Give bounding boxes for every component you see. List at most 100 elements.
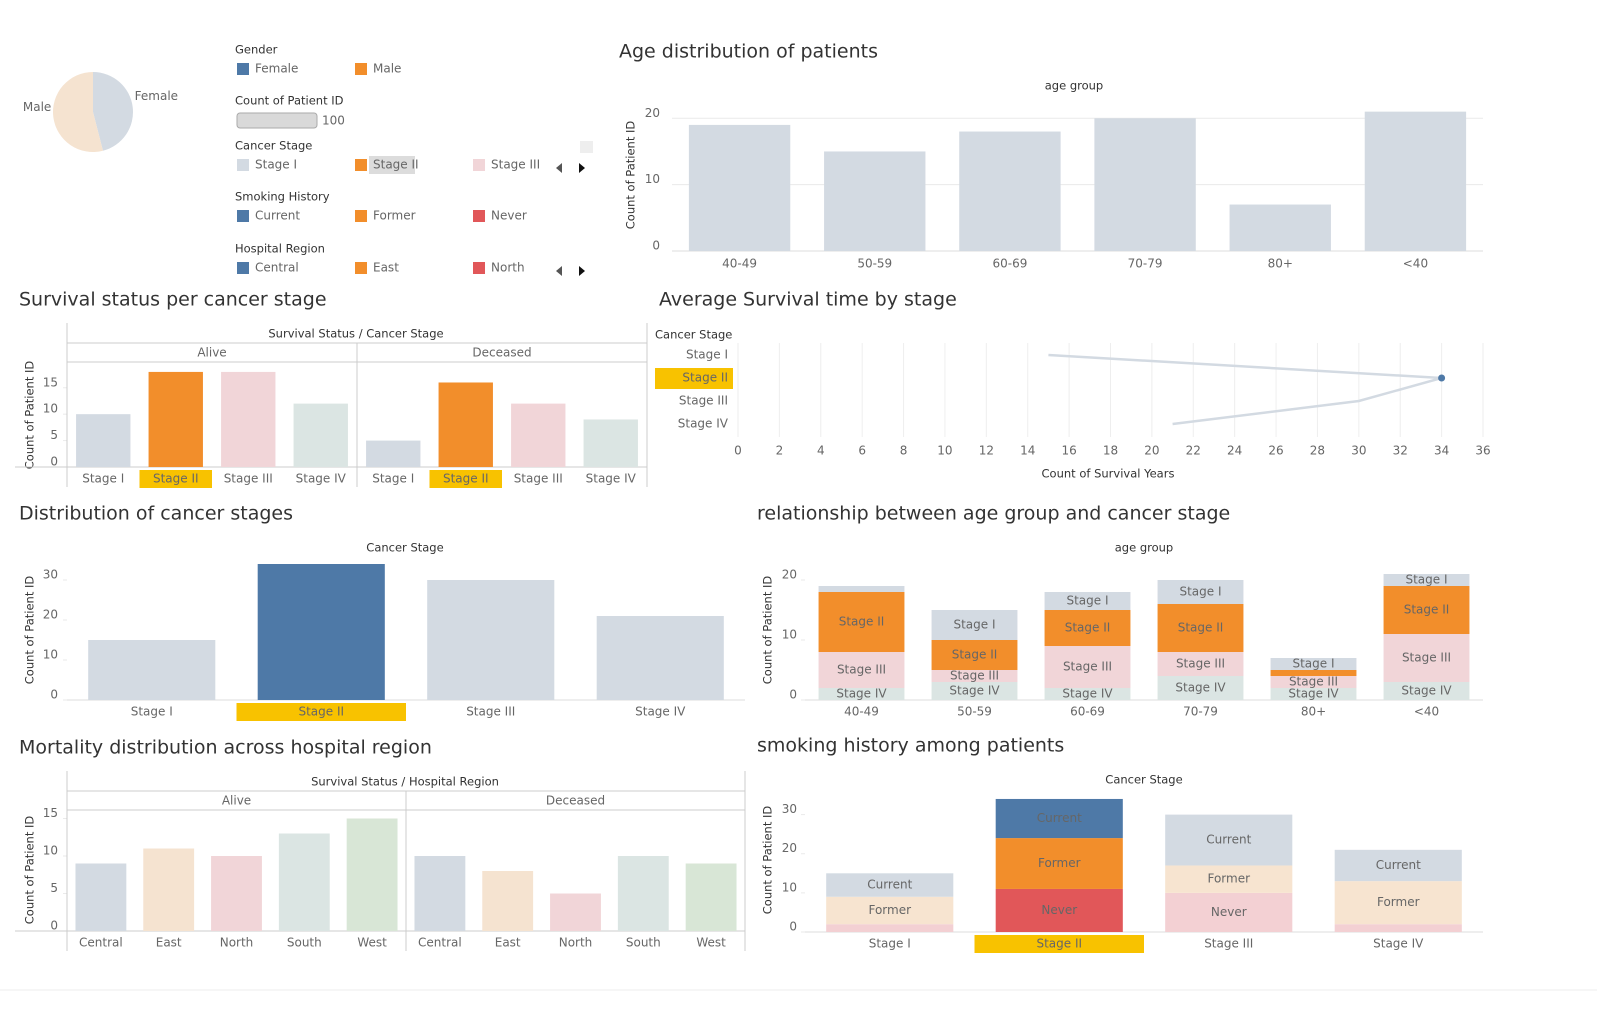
x-tick-label[interactable]: 70-79: [1183, 705, 1218, 719]
x-tick-label[interactable]: Stage IV: [1373, 937, 1424, 951]
bar-segment[interactable]: [995, 798, 1123, 839]
legend-label[interactable]: Stage I: [255, 158, 297, 172]
legend-label[interactable]: North: [491, 261, 525, 275]
bar-segment[interactable]: [1383, 634, 1470, 682]
bar-segment[interactable]: [995, 838, 1123, 889]
scroll-left[interactable]: [556, 163, 562, 173]
bar-segment[interactable]: [1157, 676, 1244, 700]
bar[interactable]: [1364, 111, 1467, 252]
x-tick-label[interactable]: 50-59: [857, 257, 892, 271]
bar-segment[interactable]: [995, 888, 1123, 932]
bar[interactable]: [293, 403, 348, 467]
row-label[interactable]: Stage II: [682, 371, 728, 385]
bar-segment[interactable]: [1270, 670, 1357, 676]
bar-segment[interactable]: [1383, 682, 1470, 700]
x-tick-label[interactable]: Stage II: [443, 472, 489, 486]
bar-segment[interactable]: [1044, 610, 1131, 646]
row-label[interactable]: Stage III: [679, 394, 728, 408]
x-tick-label[interactable]: Stage I: [82, 472, 124, 486]
bar-segment[interactable]: [1044, 646, 1131, 688]
bar[interactable]: [482, 871, 534, 931]
bar-segment[interactable]: [818, 592, 905, 652]
bar-segment[interactable]: [1383, 574, 1470, 586]
bar[interactable]: [688, 124, 791, 251]
bar[interactable]: [88, 640, 216, 700]
x-tick-label[interactable]: Stage III: [1204, 937, 1253, 951]
bar[interactable]: [211, 856, 262, 931]
bar-segment[interactable]: [1157, 604, 1244, 652]
bar[interactable]: [824, 151, 926, 251]
point[interactable]: [1438, 374, 1446, 382]
legend-label[interactable]: Stage II: [373, 158, 419, 172]
bar[interactable]: [685, 863, 737, 932]
bar[interactable]: [366, 440, 421, 467]
x-tick-label[interactable]: North: [220, 936, 254, 950]
bar-segment[interactable]: [1165, 892, 1293, 932]
bar[interactable]: [1229, 204, 1331, 251]
x-tick-label[interactable]: 70-79: [1128, 257, 1163, 271]
x-tick-label[interactable]: Central: [418, 936, 462, 950]
legend-label[interactable]: Male: [373, 62, 401, 76]
legend-label[interactable]: Central: [255, 261, 299, 275]
x-tick-label[interactable]: Stage IV: [586, 472, 637, 486]
bar-segment[interactable]: [1157, 652, 1244, 676]
bar-segment[interactable]: [1044, 688, 1131, 700]
legend-label[interactable]: Never: [491, 209, 527, 223]
row-label[interactable]: Stage IV: [678, 417, 729, 431]
scroll-right[interactable]: [579, 163, 585, 173]
row-label[interactable]: Stage I: [686, 348, 728, 362]
bar-segment[interactable]: [1270, 688, 1357, 700]
legend-label[interactable]: Stage III: [491, 158, 540, 172]
x-tick-label[interactable]: West: [357, 936, 387, 950]
scroll-left[interactable]: [556, 266, 562, 276]
bar[interactable]: [75, 863, 127, 932]
bar[interactable]: [221, 371, 276, 467]
x-tick-label[interactable]: Stage IV: [635, 705, 686, 719]
x-tick-label[interactable]: 80+: [1268, 257, 1293, 271]
x-tick-label[interactable]: Stage I: [131, 705, 173, 719]
x-tick-label[interactable]: Stage I: [372, 472, 414, 486]
bar[interactable]: [143, 848, 195, 932]
x-tick-label[interactable]: 60-69: [1070, 705, 1105, 719]
bar-segment[interactable]: [826, 873, 954, 897]
legend-label[interactable]: Former: [373, 209, 416, 223]
highlight-tool[interactable]: [580, 141, 593, 153]
bar-segment[interactable]: [931, 610, 1018, 640]
x-tick-label[interactable]: South: [626, 936, 661, 950]
x-tick-label[interactable]: Stage I: [869, 937, 911, 951]
bar[interactable]: [511, 403, 566, 467]
bar[interactable]: [583, 419, 638, 467]
bar[interactable]: [148, 371, 203, 467]
bar[interactable]: [414, 856, 466, 931]
bar[interactable]: [278, 833, 330, 932]
bar[interactable]: [959, 131, 1061, 251]
x-tick-label[interactable]: 80+: [1301, 705, 1326, 719]
legend-label[interactable]: Female: [255, 62, 298, 76]
bar-segment[interactable]: [931, 640, 1018, 670]
bar-segment[interactable]: [1383, 586, 1470, 634]
bar-segment[interactable]: [1165, 814, 1293, 866]
bar[interactable]: [438, 382, 493, 467]
bar-segment[interactable]: [931, 670, 1018, 682]
legend-label[interactable]: East: [373, 261, 399, 275]
bar[interactable]: [617, 856, 669, 931]
bar-segment[interactable]: [826, 896, 954, 925]
scroll-right[interactable]: [579, 266, 585, 276]
bar[interactable]: [346, 818, 398, 932]
x-tick-label[interactable]: 40-49: [722, 257, 757, 271]
x-tick-label[interactable]: 40-49: [844, 705, 879, 719]
bar-segment[interactable]: [1044, 592, 1131, 610]
bar[interactable]: [596, 616, 724, 700]
bar-segment[interactable]: [1270, 658, 1357, 670]
x-tick-label[interactable]: <40: [1403, 257, 1428, 271]
x-tick-label[interactable]: North: [559, 936, 593, 950]
bar[interactable]: [257, 564, 385, 700]
bar-segment[interactable]: [818, 586, 905, 592]
x-tick-label[interactable]: Stage II: [298, 705, 344, 719]
legend-label[interactable]: Current: [255, 209, 300, 223]
x-tick-label[interactable]: Stage II: [1036, 937, 1082, 951]
bar-segment[interactable]: [1165, 865, 1293, 893]
x-tick-label[interactable]: Stage II: [153, 472, 199, 486]
x-tick-label[interactable]: East: [156, 936, 182, 950]
bar-segment[interactable]: [818, 652, 905, 688]
